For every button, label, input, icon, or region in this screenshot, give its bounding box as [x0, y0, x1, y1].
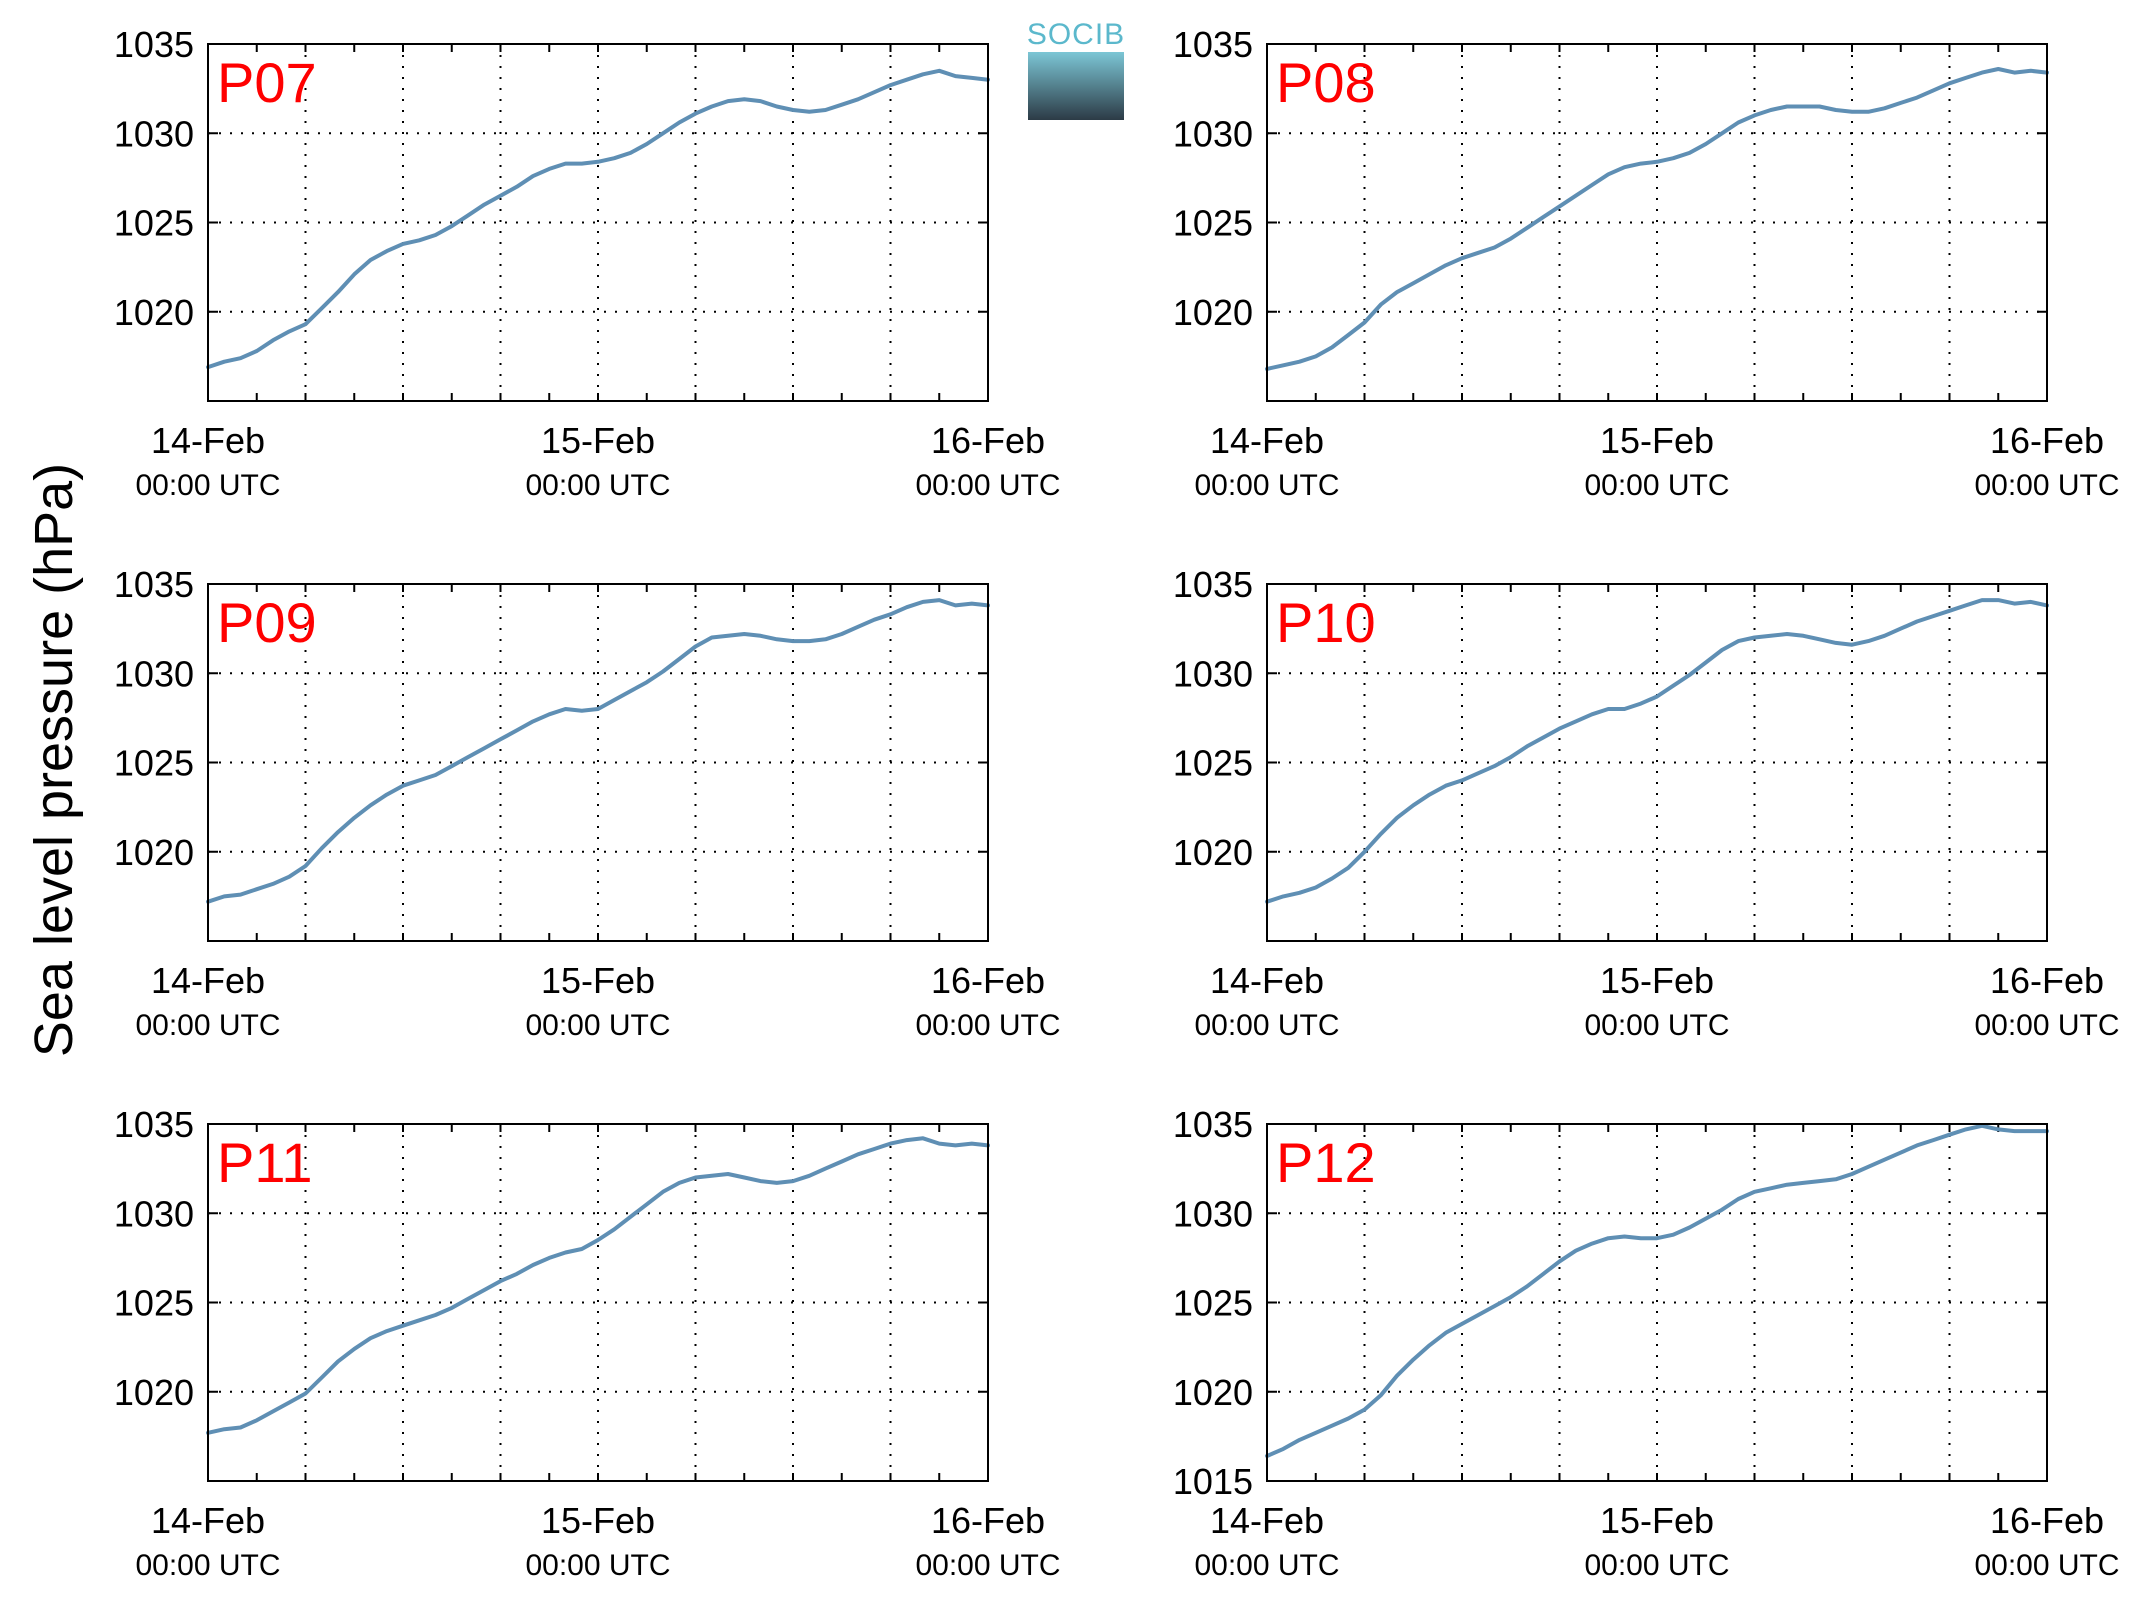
x-tick-time: 00:00 UTC — [525, 469, 670, 502]
y-axis-title: Sea level pressure (hPa) — [24, 463, 84, 1057]
y-tick-label: 1030 — [1173, 653, 1253, 694]
x-tick-time: 00:00 UTC — [1584, 469, 1729, 502]
x-tick-label: 16-Feb — [1990, 960, 2104, 1001]
x-tick-time: 00:00 UTC — [1194, 469, 1339, 502]
x-tick-label: 15-Feb — [541, 1500, 655, 1541]
panel-grid: 1020 1025 1030 1035 14-Feb 00:00 UTC 15-Feb 00:… — [114, 24, 2120, 1582]
y-tick-label: 1025 — [1173, 203, 1253, 244]
socib-logo: SOCIB — [1027, 18, 1125, 120]
x-tick-label: 16-Feb — [1990, 420, 2104, 461]
x-tick-time: 00:00 UTC — [525, 1009, 670, 1042]
x-tick-time: 00:00 UTC — [1194, 1549, 1339, 1582]
plot-area — [1266, 1123, 2048, 1482]
station-label: P12 — [1276, 1131, 1376, 1194]
x-tick-label: 16-Feb — [1990, 1500, 2104, 1541]
x-tick-time: 00:00 UTC — [1584, 1549, 1729, 1582]
y-tick-label: 1035 — [114, 24, 194, 65]
y-tick-label: 1035 — [114, 564, 194, 605]
series-line-p08 — [1265, 67, 2049, 371]
x-tick-time: 00:00 UTC — [915, 1549, 1060, 1582]
y-tick-label: 1015 — [1173, 1461, 1253, 1502]
plot-area — [207, 583, 989, 942]
x-tick-time: 00:00 UTC — [135, 469, 280, 502]
x-tick-label: 15-Feb — [541, 960, 655, 1001]
chart-panel-p12: 1015 1020 1025 1030 1035 14-Feb 00:00 UTC 15-Fe… — [1173, 1104, 2120, 1582]
plot-area — [1266, 43, 2048, 402]
x-tick-time: 00:00 UTC — [1974, 469, 2119, 502]
plot-area — [207, 43, 989, 402]
station-label: P08 — [1276, 51, 1376, 114]
x-tick-label: 14-Feb — [151, 1500, 265, 1541]
x-tick-label: 14-Feb — [1210, 960, 1324, 1001]
x-tick-label: 15-Feb — [1600, 960, 1714, 1001]
x-tick-time: 00:00 UTC — [1974, 1009, 2119, 1042]
y-tick-label: 1025 — [114, 203, 194, 244]
y-tick-label: 1030 — [114, 1193, 194, 1234]
plot-area — [1266, 583, 2048, 942]
x-tick-time: 00:00 UTC — [1974, 1549, 2119, 1582]
y-tick-label: 1020 — [114, 832, 194, 873]
y-tick-label: 1020 — [1173, 832, 1253, 873]
x-tick-label: 16-Feb — [931, 1500, 1045, 1541]
chart-panel-p08: 1020 1025 1030 1035 14-Feb 00:00 UTC 15-Feb 00:… — [1173, 24, 2120, 502]
x-tick-time: 00:00 UTC — [915, 469, 1060, 502]
y-tick-label: 1030 — [1173, 1193, 1253, 1234]
x-tick-label: 15-Feb — [1600, 420, 1714, 461]
y-tick-label: 1030 — [114, 113, 194, 154]
x-tick-label: 14-Feb — [151, 960, 265, 1001]
y-tick-label: 1025 — [114, 743, 194, 784]
x-tick-time: 00:00 UTC — [915, 1009, 1060, 1042]
y-tick-label: 1035 — [1173, 24, 1253, 65]
y-tick-label: 1025 — [114, 1283, 194, 1324]
x-tick-time: 00:00 UTC — [525, 1549, 670, 1582]
series-line-p11 — [206, 1136, 990, 1435]
x-tick-time: 00:00 UTC — [1194, 1009, 1339, 1042]
y-tick-label: 1025 — [1173, 743, 1253, 784]
y-tick-label: 1020 — [114, 1372, 194, 1413]
y-tick-label: 1030 — [114, 653, 194, 694]
series-line-p10 — [1265, 598, 2049, 904]
x-tick-label: 14-Feb — [1210, 420, 1324, 461]
y-tick-label: 1020 — [1173, 292, 1253, 333]
chart-panel-p07: 1020 1025 1030 1035 14-Feb 00:00 UTC 15-Feb 00:… — [114, 24, 1061, 502]
chart-panel-p11: 1020 1025 1030 1035 14-Feb 00:00 UTC 15-Feb 00:… — [114, 1104, 1061, 1582]
x-tick-time: 00:00 UTC — [135, 1549, 280, 1582]
station-label: P11 — [217, 1131, 312, 1194]
series-line-p09 — [206, 598, 990, 904]
series-line-p12 — [1265, 1123, 2049, 1458]
y-tick-label: 1020 — [1173, 1372, 1253, 1413]
x-tick-label: 15-Feb — [541, 420, 655, 461]
x-tick-label: 16-Feb — [931, 960, 1045, 1001]
y-tick-label: 1035 — [114, 1104, 194, 1145]
logo-block — [1028, 52, 1124, 120]
station-label: P09 — [217, 591, 317, 654]
y-tick-label: 1035 — [1173, 564, 1253, 605]
chart-panel-p10: 1020 1025 1030 1035 14-Feb 00:00 UTC 15-Feb 00:… — [1173, 564, 2120, 1042]
plot-area — [207, 1123, 989, 1482]
x-tick-time: 00:00 UTC — [135, 1009, 280, 1042]
y-tick-label: 1020 — [114, 292, 194, 333]
x-tick-label: 14-Feb — [1210, 1500, 1324, 1541]
x-tick-time: 00:00 UTC — [1584, 1009, 1729, 1042]
x-tick-label: 15-Feb — [1600, 1500, 1714, 1541]
logo-text: SOCIB — [1027, 18, 1125, 51]
y-tick-label: 1035 — [1173, 1104, 1253, 1145]
station-label: P07 — [217, 51, 317, 114]
x-tick-label: 14-Feb — [151, 420, 265, 461]
y-tick-label: 1025 — [1173, 1283, 1253, 1324]
chart-panel-p09: 1020 1025 1030 1035 14-Feb 00:00 UTC 15-Feb 00:… — [114, 564, 1061, 1042]
series-line-p07 — [206, 68, 990, 370]
x-tick-label: 16-Feb — [931, 420, 1045, 461]
y-tick-label: 1030 — [1173, 113, 1253, 154]
station-label: P10 — [1276, 591, 1376, 654]
